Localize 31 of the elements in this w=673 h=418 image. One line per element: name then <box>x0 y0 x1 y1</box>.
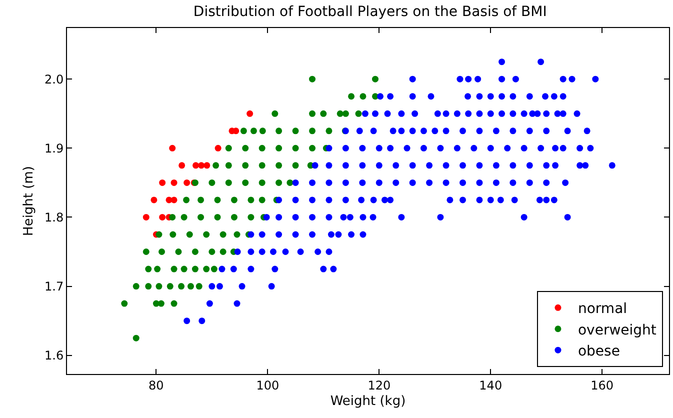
x-tick-label: 140 <box>479 378 502 392</box>
point <box>214 144 222 152</box>
point <box>192 162 200 169</box>
y-tick-label: 1.6 <box>44 348 64 363</box>
point <box>170 196 178 204</box>
legend-label: normal <box>578 301 628 318</box>
x-tick-label: 120 <box>368 378 391 392</box>
x-tick-label: 80 <box>148 378 164 392</box>
point <box>178 162 186 169</box>
point <box>159 214 166 220</box>
chart-title: Distribution of Football Players on the Basis of BMI <box>193 4 547 20</box>
y-tick-label: 2.0 <box>44 72 64 86</box>
point <box>142 214 150 220</box>
point <box>232 128 240 134</box>
point <box>169 144 176 152</box>
y-tick-label: 1.9 <box>44 141 64 156</box>
x-tick-label: 160 <box>590 378 614 392</box>
point <box>170 179 178 186</box>
y-axis-title: Height (m) <box>21 166 36 236</box>
point <box>204 162 210 169</box>
point <box>184 179 190 186</box>
legend-label: obese <box>578 344 620 360</box>
point <box>150 196 158 204</box>
x-tick-label: 100 <box>256 378 280 392</box>
y-tick-label: 1.7 <box>44 279 64 294</box>
point <box>198 162 205 169</box>
x-axis-title: Weight (kg) <box>330 394 406 409</box>
point <box>246 110 254 117</box>
y-tick-label: 1.8 <box>44 210 64 224</box>
point <box>159 179 166 186</box>
legend-label: overweight <box>578 322 657 338</box>
